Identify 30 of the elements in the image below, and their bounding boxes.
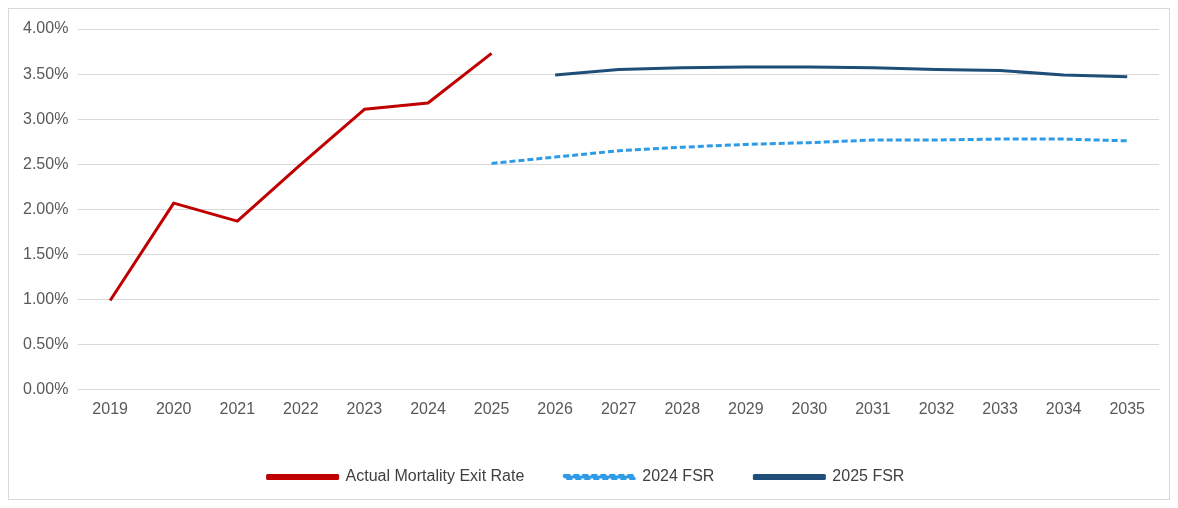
- x-tick-label: 2030: [791, 399, 828, 417]
- x-tick-label: 2031: [855, 399, 891, 417]
- x-tick-label: 2032: [918, 399, 955, 417]
- y-tick-label: 3.00%: [22, 109, 69, 127]
- y-tick-label: 1.50%: [22, 244, 69, 262]
- legend-label: Actual Mortality Exit Rate: [345, 467, 525, 485]
- line-series: [490, 137, 1129, 165]
- x-tick-label: 2034: [1045, 399, 1082, 417]
- legend-label: 2025 FSR: [832, 467, 905, 485]
- x-tick-label: 2020: [155, 399, 192, 417]
- x-tick-label: 2022: [283, 399, 319, 417]
- legend-label: 2024 FSR: [642, 467, 715, 485]
- y-tick-label: 1.00%: [22, 290, 69, 308]
- x-tick-label: 2023: [346, 399, 383, 417]
- x-tick-label: 2026: [537, 399, 574, 417]
- x-tick-label: 2028: [664, 399, 701, 417]
- y-tick-label: 0.50%: [22, 335, 69, 353]
- x-tick-label: 2033: [982, 399, 1018, 417]
- y-tick-label: 0.00%: [22, 380, 69, 398]
- x-tick-label: 2021: [219, 399, 256, 417]
- y-tick-label: 3.50%: [22, 64, 69, 82]
- x-tick-label: 2035: [1109, 399, 1146, 417]
- y-tick-label: 4.00%: [22, 19, 69, 37]
- x-tick-label: 2025: [473, 399, 510, 417]
- y-tick-label: 2.50%: [22, 154, 69, 172]
- y-tick-label: 2.00%: [22, 199, 69, 217]
- x-tick-label: 2027: [600, 399, 637, 417]
- x-tick-label: 2019: [92, 399, 129, 417]
- x-tick-label: 2029: [728, 399, 764, 417]
- x-tick-label: 2024: [410, 399, 446, 417]
